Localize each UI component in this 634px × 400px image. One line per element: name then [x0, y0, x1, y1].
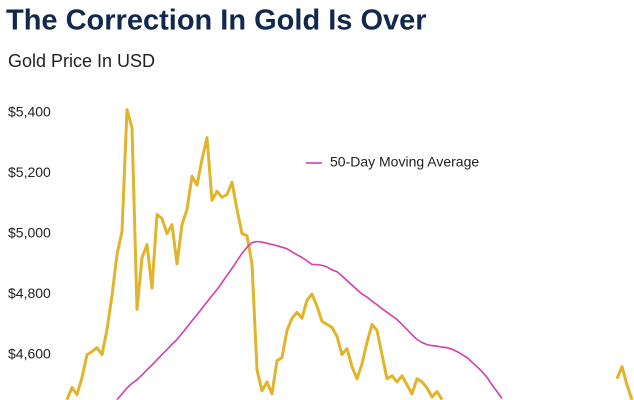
y-tick-label: $4,800 — [8, 285, 51, 301]
legend-label: 50-Day Moving Average — [330, 154, 479, 170]
y-tick-label: $5,200 — [8, 164, 51, 180]
series-line — [116, 240, 503, 400]
y-tick-label: $4,600 — [8, 345, 51, 361]
y-tick-label: $5,000 — [8, 224, 51, 240]
y-tick-label: $5,400 — [8, 103, 51, 119]
chart-subtitle: Gold Price In USD — [8, 51, 155, 71]
series-line — [65, 108, 634, 400]
chart-title: The Correction In Gold Is Over — [6, 5, 427, 37]
